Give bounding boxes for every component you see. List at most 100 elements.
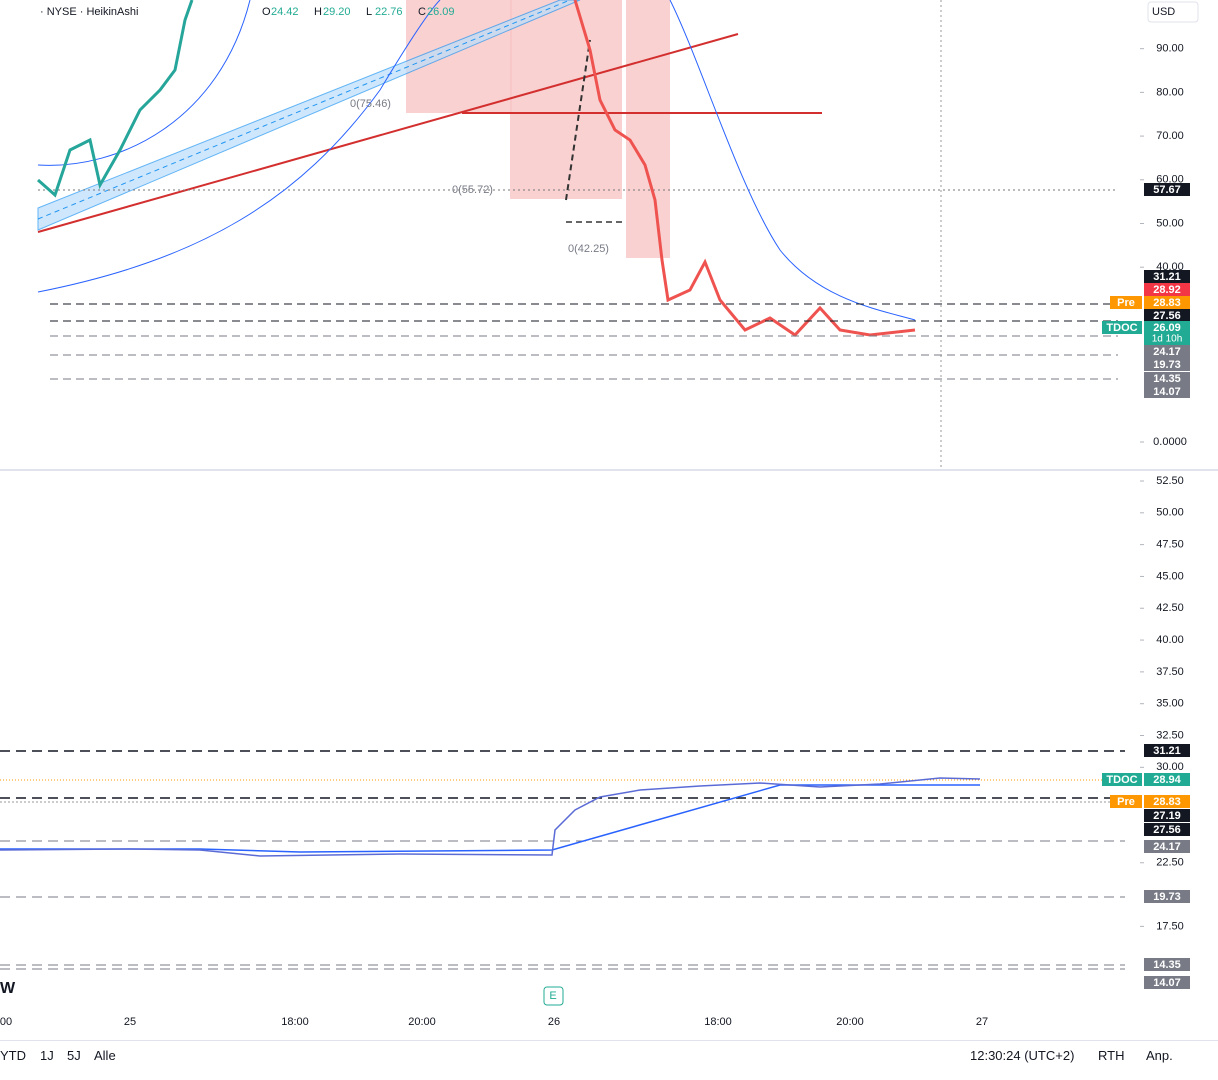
range-button[interactable]: YTD — [0, 1048, 26, 1063]
price-tag — [1144, 823, 1190, 836]
symbol: · NYSE · HeikinAshi — [40, 6, 138, 18]
currency[interactable]: USD — [1152, 6, 1175, 18]
moving-average — [37, 0, 441, 293]
price-tag-value: 14.35 — [1153, 959, 1181, 971]
x-tick-label: 26 — [548, 1016, 560, 1028]
price-tag — [1144, 283, 1190, 296]
y-tick-label: 47.50 — [1156, 539, 1184, 551]
price-tag-value: 26.09 — [1153, 322, 1181, 334]
bottom-drawings — [0, 750, 1125, 1006]
price-tag-value: 14.35 — [1153, 373, 1181, 385]
price-tag-value: 14.07 — [1153, 977, 1181, 989]
earnings-label[interactable]: E — [549, 990, 556, 1002]
price-tag-prefix-label: Pre — [1117, 796, 1135, 808]
ohlc-key: O — [262, 6, 271, 18]
x-tick-label: 00 — [0, 1016, 12, 1028]
adjust-button[interactable]: Anp. — [1146, 1048, 1173, 1063]
annotation: 0(75.46) — [350, 98, 391, 110]
price-tag — [1144, 809, 1190, 822]
price-tag-prefix — [1110, 296, 1142, 309]
price-tag-value: 31.21 — [1153, 745, 1181, 757]
price-tag-value: 27.56 — [1153, 824, 1181, 836]
price-tag-value: 27.19 — [1153, 810, 1181, 822]
price-tag-value: 14.07 — [1153, 386, 1181, 398]
price — [573, 0, 916, 337]
y-tick-label: 60.00 — [1156, 174, 1184, 186]
price-tag-value: 24.17 — [1153, 841, 1181, 853]
ohlc-value: 26.09 — [427, 6, 455, 18]
price-tag-prefix-label: TDOC — [1106, 322, 1137, 334]
price — [0, 777, 981, 857]
zone — [626, 0, 670, 258]
y-tick-label: 50.00 — [1156, 507, 1184, 519]
price-tag — [1144, 296, 1190, 309]
channel — [37, 0, 581, 231]
y-tick-label: 90.00 — [1156, 43, 1184, 55]
y-tick-label: 30.00 — [1156, 761, 1184, 773]
price-tag — [1144, 358, 1190, 371]
price-tag — [1144, 795, 1190, 808]
price-tag-prefix-label: Pre — [1117, 297, 1135, 309]
x-tick-label: 25 — [124, 1016, 136, 1028]
price-tag-prefix — [1102, 321, 1142, 334]
y-tick-label: 50.00 — [1156, 217, 1184, 229]
range-button[interactable]: Alle — [94, 1048, 116, 1063]
moving-average — [669, 0, 916, 321]
price-tag-value: 28.83 — [1153, 796, 1181, 808]
price-tag — [1144, 890, 1190, 903]
price-tag — [1144, 840, 1190, 853]
price-tag-sub: 1d 10h — [1152, 334, 1183, 345]
price-tag — [1144, 270, 1190, 283]
price-tag — [1144, 345, 1190, 358]
x-tick-label: 18:00 — [281, 1016, 309, 1028]
y-tick-label: 22.50 — [1156, 857, 1184, 869]
y-tick-label: 40.00 — [1156, 634, 1184, 646]
price-tag — [1144, 183, 1190, 196]
y-tick-label: 32.50 — [1156, 729, 1184, 741]
currency-button[interactable] — [1147, 1, 1199, 23]
chart-area: · NYSE · HeikinAshi USD E W O 24.42 H 29.20… — [0, 0, 1218, 1028]
x-tick-label: 18:00 — [704, 1016, 732, 1028]
ohlc-value: 22.76 — [375, 6, 403, 18]
channel-mid — [37, 0, 571, 220]
clock: 12:30:24 (UTC+2) — [970, 1048, 1075, 1063]
price-tag-value: 57.67 — [1153, 184, 1181, 196]
price-tag — [1144, 385, 1190, 398]
annotation: 0(55.72) — [452, 184, 493, 196]
price-tag-value: 28.92 — [1153, 284, 1181, 296]
price-tag — [1144, 976, 1190, 989]
toolbar: YTD 1J 5J Alle 12:30:24 (UTC+2) RTH Anp. — [0, 1040, 1218, 1071]
session-button[interactable]: RTH — [1098, 1048, 1125, 1063]
trend-line — [37, 33, 739, 233]
y-tick-label: 17.50 — [1156, 920, 1184, 932]
y-tick-label: 37.50 — [1156, 666, 1184, 678]
y-tick-label: 42.50 — [1156, 602, 1184, 614]
price-tag-value: 19.73 — [1153, 359, 1181, 371]
annotation: 0(42.25) — [568, 243, 609, 255]
earnings-marker[interactable] — [543, 986, 564, 1006]
price-tag — [1144, 372, 1190, 385]
ohlc-key: L — [366, 6, 372, 18]
projection — [565, 39, 591, 201]
range-button[interactable]: 1J — [40, 1048, 54, 1063]
x-tick-label: 27 — [976, 1016, 988, 1028]
zone — [510, 0, 622, 199]
y-tick-label: 70.00 — [1156, 130, 1184, 142]
price-tag-prefix — [1102, 773, 1142, 786]
moving-average — [37, 0, 251, 166]
price — [37, 0, 194, 198]
price-tag-value: 31.21 — [1153, 271, 1181, 283]
price-tag — [1144, 321, 1190, 345]
price-tag — [1144, 744, 1190, 757]
price-tag-value: 24.17 — [1153, 346, 1181, 358]
ohlc-key: C — [418, 6, 426, 18]
x-tick-label: 20:00 — [836, 1016, 864, 1028]
ohlc-key: H — [314, 6, 322, 18]
price-tag-value: 27.56 — [1153, 310, 1181, 322]
price-tag — [1144, 773, 1190, 786]
range-button[interactable]: 5J — [67, 1048, 81, 1063]
price-tag-prefix-label: TDOC — [1106, 774, 1137, 786]
y-tick-label: 0.0000 — [1153, 436, 1187, 448]
y-tick-label: 80.00 — [1156, 86, 1184, 98]
price-tag-value: 28.94 — [1153, 774, 1181, 786]
